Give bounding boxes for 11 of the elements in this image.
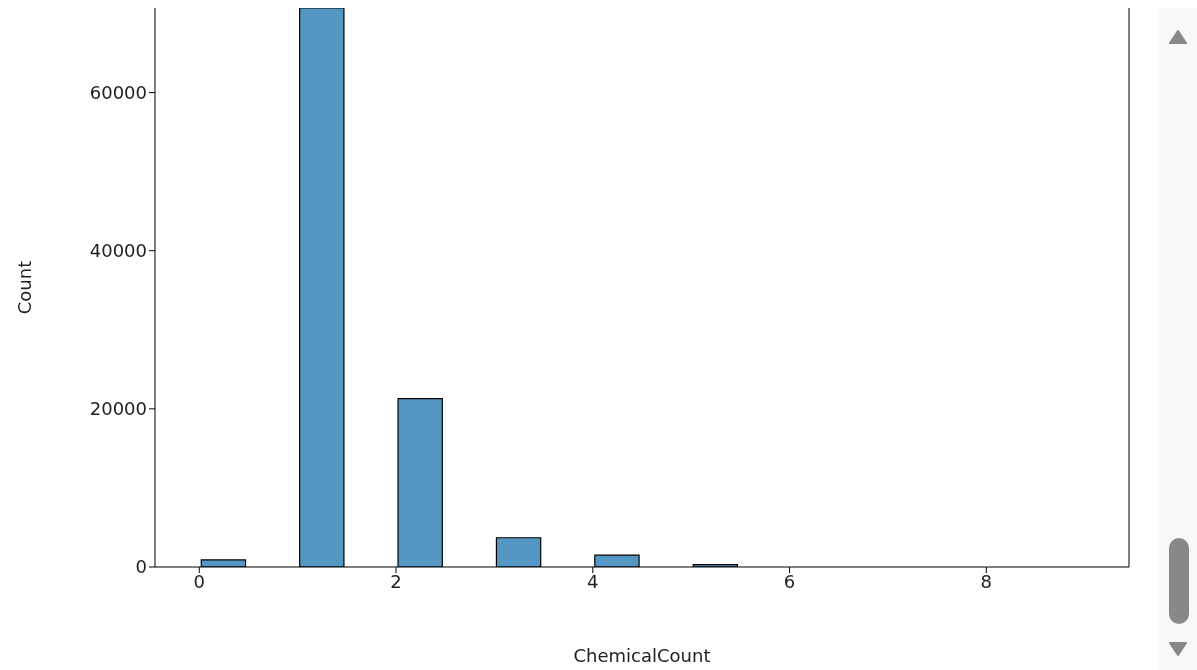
- y-tick-label: 0: [135, 556, 147, 578]
- x-tick-label: 8: [980, 570, 993, 592]
- y-tick-label: 60000: [89, 81, 147, 103]
- y-tick-label: 40000: [89, 240, 147, 262]
- x-tick-label: 0: [193, 570, 205, 592]
- x-tick-label: 6: [783, 570, 796, 592]
- y-axis-title: Count: [14, 260, 36, 315]
- y-tick-label: 20000: [89, 398, 147, 420]
- x-axis-title: ChemicalCount: [573, 645, 711, 666]
- x-tick-label: 4: [587, 570, 599, 592]
- x-tick-label: 2: [390, 570, 402, 592]
